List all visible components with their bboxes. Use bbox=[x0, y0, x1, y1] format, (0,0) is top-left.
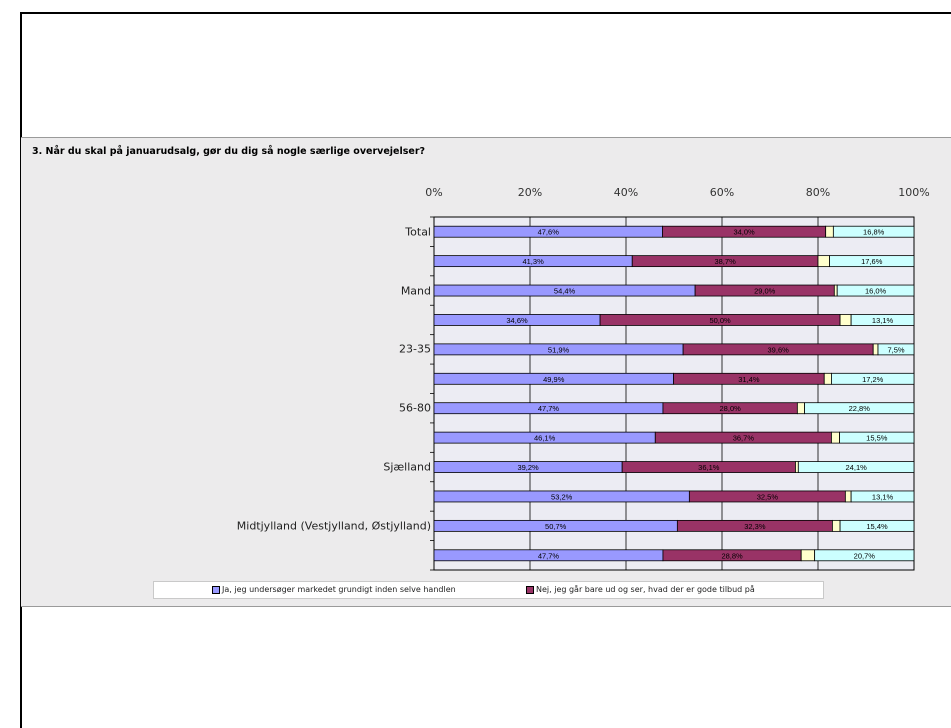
bar-label: 47,6% bbox=[538, 228, 560, 237]
bar-label: 39,2% bbox=[517, 463, 539, 472]
bar-label: 47,7% bbox=[538, 404, 560, 413]
chart-title: 3. Når du skal på januarudsalg, gør du d… bbox=[32, 146, 426, 157]
bar-segment bbox=[829, 255, 915, 268]
bar-label: 28,0% bbox=[720, 404, 742, 413]
bar-label: 24,1% bbox=[846, 463, 868, 472]
bar-label: 41,3% bbox=[522, 257, 544, 266]
legend-item-no: Nej, jeg går bare ud og ser, hvad der er… bbox=[526, 585, 755, 594]
bar-label: 36,7% bbox=[733, 434, 755, 443]
legend-label-yes: Ja, jeg undersøger markedet grundigt ind… bbox=[222, 585, 456, 594]
x-tick-label: 100% bbox=[898, 186, 930, 199]
category-label: Midtjylland (Vestjylland, Østjylland) bbox=[236, 519, 431, 533]
plot-background bbox=[433, 216, 915, 571]
x-tick-label: 0% bbox=[425, 186, 443, 199]
bar-label: 17,2% bbox=[862, 375, 884, 384]
bar-label: 34,6% bbox=[506, 316, 528, 325]
bar-label: 20,7% bbox=[854, 551, 876, 560]
bar-segment bbox=[831, 372, 915, 385]
bar-label: 16,8% bbox=[863, 228, 885, 237]
bar-label: 15,5% bbox=[866, 434, 888, 443]
bar-segment bbox=[800, 549, 816, 562]
legend-swatch-no bbox=[526, 585, 534, 594]
bar-label: 7,5% bbox=[887, 345, 904, 354]
bar-segment bbox=[814, 549, 915, 562]
bar-segment bbox=[836, 284, 915, 297]
category-label: 56-80 bbox=[399, 401, 431, 415]
bar-label: 34,0% bbox=[733, 228, 755, 237]
category-label: 23-35 bbox=[399, 342, 431, 356]
bar-segment bbox=[872, 343, 879, 356]
bar-segment bbox=[796, 402, 805, 415]
category-label: Mand bbox=[400, 284, 431, 298]
bar-label: 13,1% bbox=[872, 492, 894, 501]
bar-label: 50,0% bbox=[709, 316, 731, 325]
bar-segment bbox=[817, 255, 830, 268]
bar-segment bbox=[844, 490, 852, 503]
bar-segment bbox=[850, 490, 915, 503]
bar-segment bbox=[831, 431, 841, 444]
bar-segment bbox=[833, 284, 838, 297]
bar-label: 32,5% bbox=[757, 492, 779, 501]
bar-label: 54,4% bbox=[554, 287, 576, 296]
bar-segment bbox=[850, 314, 915, 326]
bar-segment bbox=[832, 225, 915, 238]
bar-segment bbox=[877, 343, 915, 356]
bar-label: 50,7% bbox=[545, 522, 567, 531]
x-tick-label: 40% bbox=[613, 186, 639, 199]
bar-segment bbox=[832, 519, 841, 532]
bar-label: 32,3% bbox=[744, 522, 766, 531]
bar-label: 53,2% bbox=[551, 492, 573, 501]
bar-segment bbox=[839, 431, 915, 444]
bar-label: 31,4% bbox=[738, 375, 760, 384]
bar-label: 16,0% bbox=[865, 287, 887, 296]
legend-swatch-yes bbox=[212, 585, 220, 594]
bar-label: 39,6% bbox=[768, 345, 790, 354]
legend-label-no: Nej, jeg går bare ud og ser, hvad der er… bbox=[536, 585, 755, 594]
bar-segment bbox=[825, 225, 834, 238]
x-tick-label: 60% bbox=[709, 186, 735, 199]
bar-label: 51,9% bbox=[548, 345, 570, 354]
x-tick-label: 80% bbox=[805, 186, 831, 199]
bar-segment bbox=[804, 402, 915, 415]
bar-label: 29,0% bbox=[754, 287, 776, 296]
bar-label: 49,9% bbox=[543, 375, 565, 384]
bar-segment bbox=[839, 314, 852, 326]
bar-segment bbox=[795, 461, 799, 473]
bar-label: 36,1% bbox=[698, 463, 720, 472]
category-label: Sjælland bbox=[383, 460, 431, 474]
bar-segment bbox=[797, 461, 915, 473]
bar-label: 13,1% bbox=[872, 316, 894, 325]
bar-label: 15,4% bbox=[866, 522, 888, 531]
bar-label: 38,7% bbox=[714, 257, 736, 266]
category-label: Total bbox=[405, 225, 431, 239]
legend: Ja, jeg undersøger markedet grundigt ind… bbox=[153, 581, 824, 599]
bar-label: 47,7% bbox=[538, 551, 560, 560]
bar-segment bbox=[839, 519, 915, 532]
legend-item-yes: Ja, jeg undersøger markedet grundigt ind… bbox=[212, 585, 456, 594]
bar-label: 22,8% bbox=[849, 404, 871, 413]
x-tick-label: 20% bbox=[517, 186, 543, 199]
bar-segment bbox=[823, 372, 832, 385]
bar-label: 28,8% bbox=[721, 551, 743, 560]
bar-label: 17,6% bbox=[861, 257, 883, 266]
bar-label: 46,1% bbox=[534, 434, 556, 443]
